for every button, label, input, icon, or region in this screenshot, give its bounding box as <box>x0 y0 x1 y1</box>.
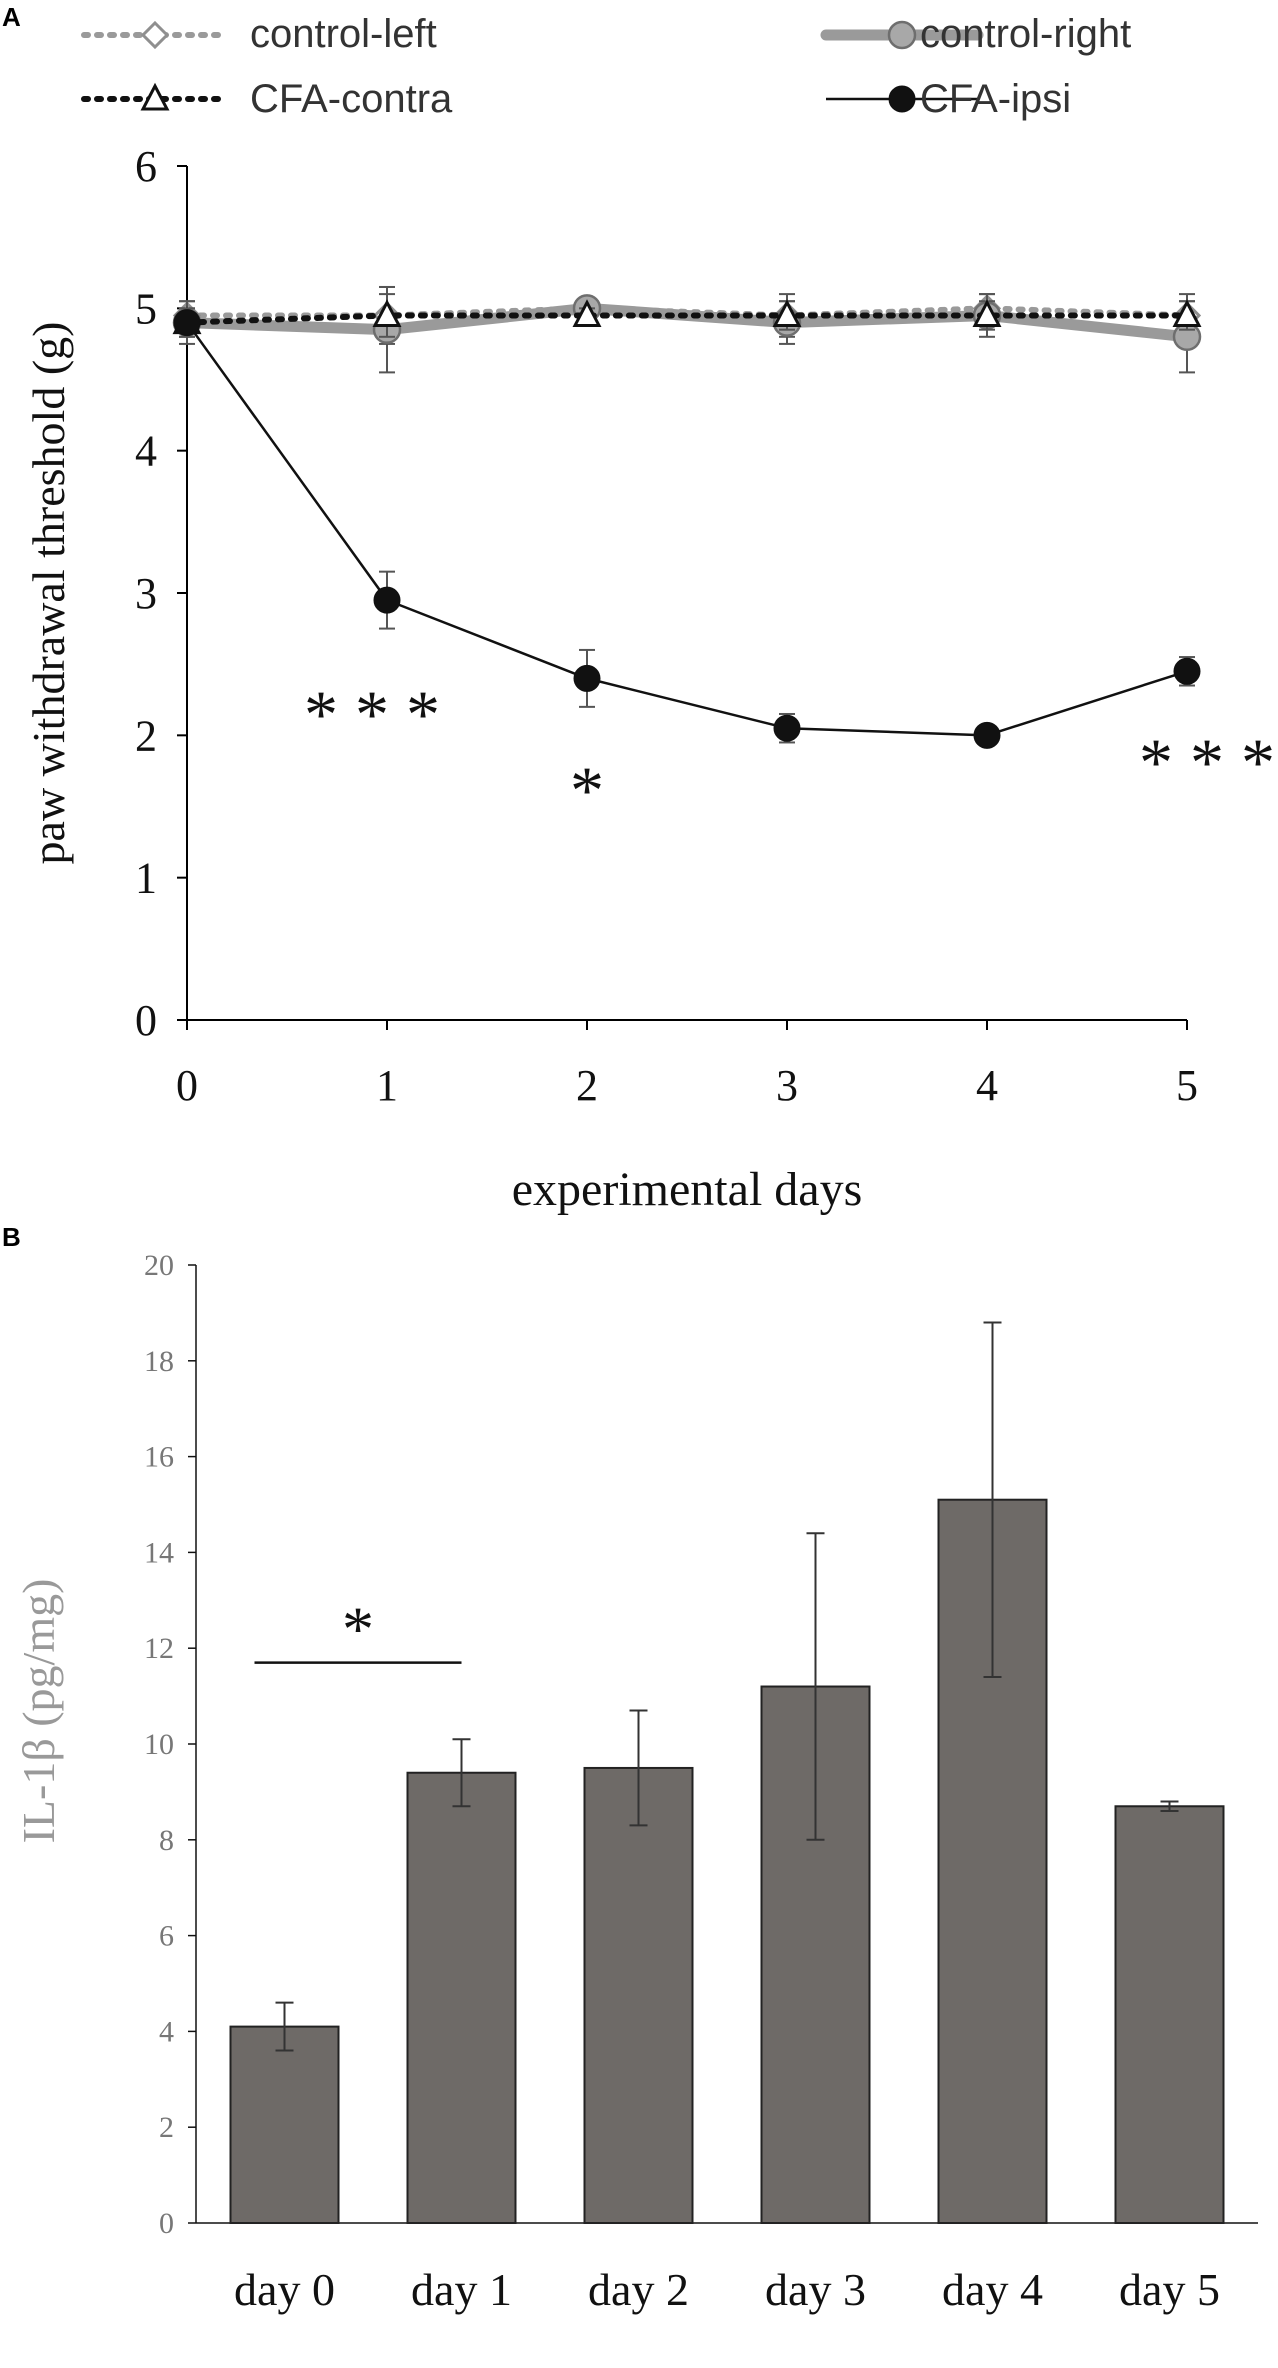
panel-b: 0 2 4 6 8 10 12 14 16 18 20 IL-1β (pg/mg) day 0 day 1… <box>13 1249 1258 2315</box>
data-point-cfa-ipsi <box>973 721 1001 749</box>
legend-marker-cfa-contra <box>140 82 170 111</box>
panel-b-label: B <box>2 1222 21 1252</box>
data-point-cfa-ipsi <box>173 309 201 337</box>
legend-label-cfa-contra: CFA-contra <box>250 77 453 121</box>
panel-a-label: A <box>2 2 21 32</box>
data-point-cfa-contra <box>572 299 602 327</box>
data-point-cfa-ipsi <box>1173 657 1201 685</box>
x-axis-title: experimental days <box>512 1163 863 1216</box>
y-tick-label: 0 <box>135 996 157 1045</box>
x-tick-label: day 2 <box>588 2264 689 2315</box>
significance-label: * * * <box>304 676 440 752</box>
data-point-cfa-contra <box>1172 299 1202 327</box>
y-tick-label: 18 <box>144 1345 174 1378</box>
legend-item-cfa-contra: CFA-contra <box>81 77 453 121</box>
data-point-cfa-ipsi <box>573 664 601 692</box>
y-axis-title: IL-1β (pg/mg) <box>13 1579 64 1844</box>
series-line-cfa-contra <box>184 312 1190 326</box>
data-point-cfa-ipsi <box>373 586 401 614</box>
y-tick-label: 0 <box>159 2207 174 2240</box>
data-point-cfa-contra <box>772 299 802 327</box>
legend-item-control-left: control-left <box>81 12 437 56</box>
y-tick-label: 2 <box>159 2111 174 2144</box>
legend-marker-control-left <box>140 20 170 50</box>
x-tick-label: day 4 <box>942 2264 1043 2315</box>
legend-item-cfa-ipsi: CFA-ipsi <box>826 77 1071 121</box>
y-tick-label: 3 <box>135 569 157 618</box>
significance-label: * <box>570 752 604 828</box>
legend-marker-control-right <box>887 20 917 50</box>
x-tick-label: day 0 <box>234 2264 335 2315</box>
y-tick-label: 12 <box>144 1632 174 1665</box>
y-axis-title: paw withdrawal threshold (g) <box>23 322 74 865</box>
series-cfa-ipsi <box>173 307 1201 749</box>
x-tick-label: 1 <box>376 1061 398 1110</box>
y-tick-label: 4 <box>135 427 157 476</box>
y-tick-label: 16 <box>144 1441 174 1474</box>
legend-item-control-right: control-right <box>820 12 1131 56</box>
y-tick-label: 4 <box>159 2015 174 2048</box>
x-tick-label: 2 <box>576 1061 598 1110</box>
y-tick-label: 14 <box>144 1536 174 1569</box>
bar-day-2 <box>583 1766 694 2224</box>
x-tick-label: 4 <box>976 1061 998 1110</box>
legend-marker-cfa-ipsi <box>888 85 916 113</box>
bar-day-0 <box>229 2025 340 2224</box>
x-tick-label: day 1 <box>411 2264 512 2315</box>
data-point-cfa-contra <box>972 299 1002 327</box>
x-tick-label: 3 <box>776 1061 798 1110</box>
y-tick-label: 6 <box>159 1920 174 1953</box>
x-tick-label: day 5 <box>1119 2264 1220 2315</box>
significance-label: * * * <box>1139 724 1275 800</box>
bar-day-5 <box>1114 1805 1225 2225</box>
bar-day-1 <box>406 1771 517 2224</box>
x-tick-label: 5 <box>1176 1061 1198 1110</box>
series-line-cfa-ipsi <box>185 321 1188 737</box>
x-tick-label: day 3 <box>765 2264 866 2315</box>
significance-label: * <box>342 1594 374 1665</box>
series-control-right <box>172 285 1202 374</box>
y-tick-label: 5 <box>135 284 157 333</box>
legend-label-control-left: control-left <box>250 12 437 56</box>
legend-label-cfa-ipsi: CFA-ipsi <box>920 77 1071 121</box>
legend-label-control-right: control-right <box>920 12 1131 56</box>
data-point-cfa-ipsi <box>773 714 801 742</box>
y-tick-label: 2 <box>135 711 157 760</box>
panel-a: 0 1 2 3 4 5 6 0 1 2 3 4 5 experimental days paw withdr… <box>23 12 1275 1216</box>
data-point-cfa-contra <box>372 299 402 327</box>
y-tick-label: 6 <box>135 142 157 191</box>
y-tick-label: 1 <box>135 854 157 903</box>
x-tick-label: 0 <box>176 1061 198 1110</box>
y-tick-label: 20 <box>144 1249 174 1282</box>
y-tick-label: 10 <box>144 1728 174 1761</box>
y-tick-label: 8 <box>159 1824 174 1857</box>
